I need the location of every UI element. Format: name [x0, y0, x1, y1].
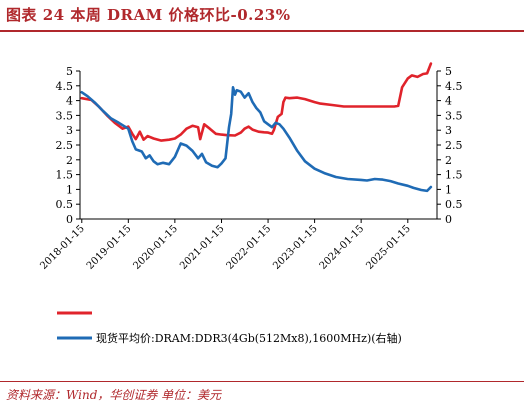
chart-title: 图表 24 本周 DRAM 价格环比-0.23% [6, 6, 291, 24]
left-tick-label: 1 [66, 183, 73, 196]
right-tick-label: 4 [445, 95, 452, 108]
x-tick-label: 2024-01-15 [318, 223, 367, 272]
right-tick-label: 0.5 [445, 198, 463, 211]
left-tick-label: 4.5 [56, 80, 74, 93]
left-tick-label: 4 [66, 95, 73, 108]
source-note: 资料来源：Wind，华创证券 单位：美元 [6, 388, 222, 402]
left-tick-label: 2.5 [56, 139, 74, 152]
right-tick-label: 3 [445, 124, 452, 137]
x-tick-label: 2025-01-15 [364, 223, 413, 272]
left-tick-label: 1.5 [56, 169, 74, 182]
left-tick-label: 3 [66, 124, 73, 137]
left-tick-label: 0.5 [56, 198, 74, 211]
legend-label-blue: 现货平均价:DRAM:DDR3(4Gb(512Mx8),1600MHz)(右轴) [96, 331, 402, 345]
left-tick-label: 3.5 [56, 109, 74, 122]
right-tick-label: 5 [445, 65, 452, 78]
footer-divider [0, 381, 524, 382]
series-line-blue-ddr3-right [80, 86, 433, 193]
left-tick-label: 0 [66, 213, 73, 226]
x-tick-label: 2023-01-15 [271, 223, 320, 272]
dram-price-chart: 00.511.522.533.544.55 00.511.522.533.544… [38, 62, 463, 345]
x-tick-label: 2019-01-15 [85, 223, 134, 272]
legend: 现货平均价:DRAM:DDR3(4Gb(512Mx8),1600MHz)(右轴) [57, 311, 402, 345]
x-tick-label: 2022-01-15 [225, 223, 274, 272]
right-tick-label: 1 [445, 183, 452, 196]
right-tick-label: 2.5 [445, 139, 463, 152]
series-line-red-left [80, 62, 433, 142]
title-divider [0, 30, 524, 32]
left-tick-label: 2 [66, 154, 73, 167]
right-axis-ticks: 0 0.5 11.5 2 2.5 3 3.54 4.5 5 [437, 65, 463, 226]
x-tick-label: 2020-01-15 [131, 223, 180, 272]
left-axis-ticks: 0 0.5 11.5 2 2.5 3 3.54 4.5 5 [56, 65, 80, 226]
x-axis-ticks: 2018-01-152019-01-152020-01-152021-01-15… [38, 219, 413, 272]
right-tick-label: 0 [445, 213, 452, 226]
left-tick-label: 5 [66, 65, 73, 78]
right-tick-label: 2 [445, 154, 452, 167]
series-layer [80, 62, 433, 193]
x-tick-label: 2018-01-15 [38, 223, 87, 272]
right-tick-label: 3.5 [445, 109, 463, 122]
right-tick-label: 4.5 [445, 80, 463, 93]
right-tick-label: 1.5 [445, 169, 463, 182]
x-tick-label: 2021-01-15 [178, 223, 227, 272]
